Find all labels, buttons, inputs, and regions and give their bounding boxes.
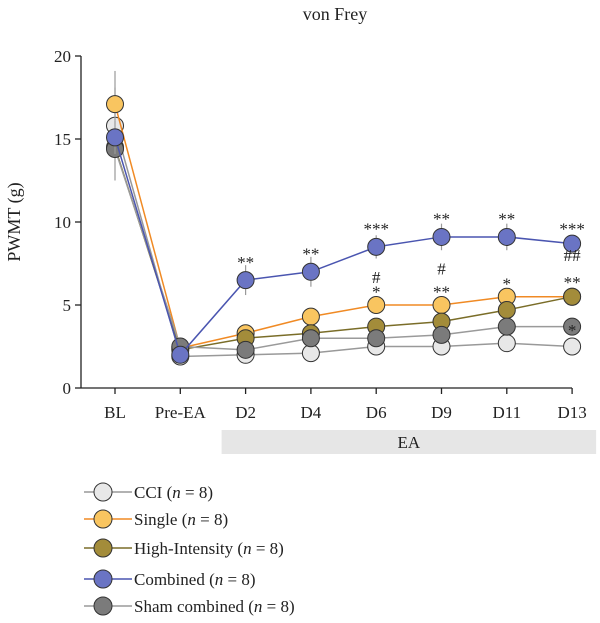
x-tick-label: D2 — [235, 403, 256, 422]
data-point — [497, 334, 516, 353]
ea-span-label: EA — [398, 433, 421, 452]
significance-marker: ** — [498, 210, 515, 229]
significance-marker: ## — [564, 246, 582, 265]
data-point — [236, 271, 255, 290]
data-point — [171, 345, 190, 364]
significance-marker: * — [372, 283, 381, 302]
series-line — [114, 147, 573, 351]
legend-marker — [93, 509, 113, 529]
legend-label: Single (n = 8) — [134, 510, 228, 529]
significance-marker: # — [372, 268, 381, 287]
y-tick-label: 10 — [54, 213, 71, 232]
legend-item: Sham combined (n = 8) — [84, 596, 295, 616]
series-4 — [106, 139, 582, 359]
series-line — [114, 137, 573, 357]
data-point — [563, 234, 582, 253]
data-point — [432, 325, 451, 344]
ea-span: EA — [221, 430, 597, 454]
data-point — [301, 307, 320, 326]
data-point — [497, 300, 516, 319]
significance-marker: ** — [302, 245, 319, 264]
data-point — [497, 317, 516, 336]
significance-marker: * — [503, 274, 512, 293]
significance-marker: # — [437, 259, 446, 278]
series-line — [114, 148, 573, 351]
series-line — [114, 103, 573, 350]
y-tick-label: 0 — [63, 379, 72, 398]
data-point — [301, 262, 320, 281]
x-tick-label: D13 — [557, 403, 586, 422]
x-tick-label: D6 — [366, 403, 387, 422]
significance-marker: ** — [433, 283, 450, 302]
significance-marker: ** — [564, 273, 581, 292]
series-layer — [106, 70, 582, 366]
data-point — [432, 227, 451, 246]
significance-marker: ** — [237, 253, 254, 272]
series-line — [114, 125, 573, 358]
chart-title: von Frey — [303, 4, 368, 24]
significance-marker: * — [568, 321, 577, 340]
legend-label: Sham combined (n = 8) — [134, 597, 295, 616]
x-tick-label: D9 — [431, 403, 452, 422]
legend-label: High-Intensity (n = 8) — [134, 539, 284, 558]
legend-item: High-Intensity (n = 8) — [84, 538, 284, 558]
data-point — [106, 95, 124, 114]
annotation-layer: ** *****#***#********##*** — [237, 210, 585, 340]
legend-label: CCI (n = 8) — [134, 483, 213, 502]
data-point — [563, 337, 582, 356]
x-tick-label: BL — [104, 403, 126, 422]
data-point — [563, 317, 582, 336]
data-point — [367, 296, 386, 314]
legend-item: CCI (n = 8) — [84, 482, 213, 502]
legend: CCI (n = 8) Single (n = 8) High-Intensity … — [84, 482, 295, 616]
legend-marker — [93, 596, 113, 616]
legend-item: Single (n = 8) — [84, 509, 228, 529]
significance-marker: *** — [559, 220, 585, 239]
data-point — [106, 128, 124, 147]
x-tick-label: D11 — [492, 403, 521, 422]
series-3 — [106, 120, 582, 364]
significance-marker: ** — [433, 210, 450, 229]
data-point — [367, 329, 386, 348]
data-point — [563, 287, 582, 306]
legend-label: Combined (n = 8) — [134, 570, 256, 589]
data-point — [497, 227, 516, 246]
legend-marker — [93, 538, 113, 558]
legend-marker — [93, 482, 113, 502]
significance-marker: *** — [363, 220, 389, 239]
x-tick-label: Pre-EA — [155, 403, 207, 422]
y-tick-label: 5 — [63, 296, 72, 315]
data-point — [301, 329, 320, 348]
y-tick-label: 15 — [54, 130, 71, 149]
y-axis-label: PWMT (g) — [4, 182, 25, 261]
data-point — [236, 340, 255, 359]
x-tick-label: D4 — [301, 403, 322, 422]
legend-item: Combined (n = 8) — [84, 569, 256, 589]
legend-marker — [93, 569, 113, 589]
axes: 0 5 10 15 20 BL Pre-EA D2 D4 D6 D9 D11 D13 — [54, 47, 587, 422]
ea-span-band — [221, 430, 597, 454]
data-point — [367, 237, 386, 256]
y-tick-label: 20 — [54, 47, 71, 66]
